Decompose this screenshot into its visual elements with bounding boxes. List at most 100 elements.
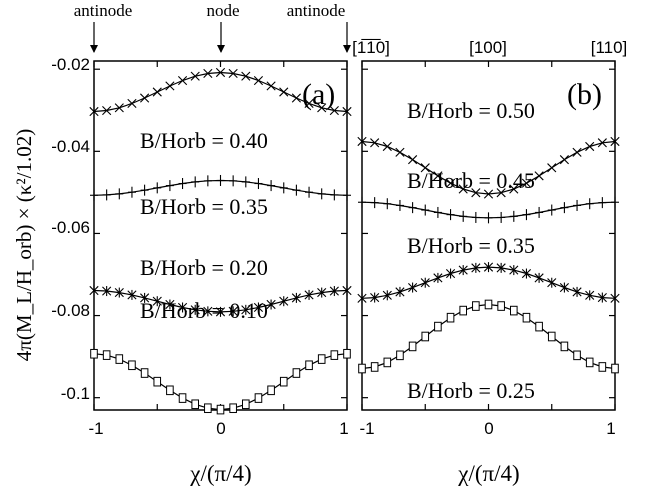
panel-a-frame <box>93 60 348 411</box>
data-point-b-0-6 <box>433 171 443 181</box>
data-point-a-0-12 <box>241 71 251 81</box>
data-point-b-1-4 <box>408 202 417 214</box>
data-point-a-2-13 <box>253 302 264 313</box>
data-point-b-2-8 <box>458 265 468 276</box>
data-point-a-0-3 <box>127 98 137 109</box>
data-point-b-3-5 <box>421 331 430 342</box>
data-point-b-1-5 <box>421 204 430 216</box>
data-point-b-1-19 <box>598 197 607 209</box>
data-point-b-2-11 <box>496 262 506 273</box>
series-label-b-1: B/Horb = 0.45 <box>407 168 535 193</box>
data-point-a-0-2 <box>114 103 124 113</box>
data-point-b-2-3 <box>395 286 405 297</box>
data-point-b-3-11 <box>497 301 505 311</box>
data-point-b-1-0 <box>358 196 366 208</box>
data-point-b-3-19 <box>598 362 607 372</box>
data-point-a-0-0 <box>89 106 99 117</box>
data-point-a-1-1 <box>102 189 111 201</box>
data-point-b-0-17 <box>572 147 582 157</box>
data-point-b-3-8 <box>459 305 467 316</box>
data-point-b-0-15 <box>547 163 557 173</box>
direction-label-center: [100] <box>469 38 507 57</box>
data-point-b-2-15 <box>547 277 557 288</box>
data-point-a-3-10 <box>216 404 225 415</box>
data-point-b-0-9 <box>471 188 481 198</box>
data-point-a-1-11 <box>229 175 238 187</box>
data-point-a-3-3 <box>128 360 136 371</box>
data-point-a-3-19 <box>330 350 339 360</box>
data-point-b-2-1 <box>370 292 380 303</box>
data-point-b-0-13 <box>521 178 532 188</box>
data-point-b-1-6 <box>433 206 442 218</box>
data-point-b-3-7 <box>446 312 455 323</box>
data-point-a-1-15 <box>279 182 288 194</box>
series-label-a-0: B/Horb = 0.40 <box>140 128 268 153</box>
data-point-a-1-20 <box>343 189 351 201</box>
x-tick-label-b-0: -1 <box>359 419 374 438</box>
data-point-a-1-14 <box>267 180 276 192</box>
data-point-a-2-5 <box>152 296 162 307</box>
data-point-b-3-17 <box>573 350 581 361</box>
data-point-b-2-20 <box>610 293 620 304</box>
data-point-b-2-9 <box>471 262 481 273</box>
data-point-b-3-12 <box>510 305 518 316</box>
data-point-b-1-1 <box>370 197 379 209</box>
data-point-b-3-18 <box>585 357 594 368</box>
data-point-b-1-12 <box>509 210 518 222</box>
y-tick-label-3: -0.08 <box>51 301 90 320</box>
data-point-a-2-16 <box>291 292 301 303</box>
data-point-a-1-0 <box>90 189 98 201</box>
data-point-a-3-11 <box>229 403 237 414</box>
data-point-a-0-5 <box>152 87 162 97</box>
node-label: node <box>206 1 239 20</box>
data-point-a-0-14 <box>266 81 276 91</box>
x-axis-title-b: χ/(π/4) <box>457 461 519 486</box>
data-point-b-2-2 <box>382 290 392 301</box>
data-point-a-0-11 <box>228 68 238 79</box>
data-point-b-1-13 <box>522 209 531 221</box>
series-label-b-2: B/Horb = 0.35 <box>407 233 535 258</box>
data-point-a-3-9 <box>204 403 212 414</box>
data-point-a-1-10 <box>216 174 225 186</box>
antinode-left-label: antinode <box>74 1 133 20</box>
data-point-b-1-11 <box>497 211 506 223</box>
data-point-a-2-6 <box>165 299 175 310</box>
data-point-b-1-15 <box>547 204 556 216</box>
data-point-b-3-13 <box>522 312 531 323</box>
data-point-a-3-13 <box>254 393 263 403</box>
data-point-a-2-10 <box>215 306 226 317</box>
data-point-a-3-18 <box>317 354 326 364</box>
data-point-a-3-16 <box>292 368 301 378</box>
y-tick-label-2: -0.06 <box>51 218 90 237</box>
series-label-b-3: B/Horb = 0.25 <box>407 378 535 403</box>
data-point-a-3-0 <box>90 348 98 359</box>
data-point-b-2-13 <box>521 268 532 279</box>
series-label-a-2: B/Horb = 0.20 <box>140 255 268 280</box>
data-point-a-2-11 <box>228 306 238 317</box>
data-point-a-0-13 <box>253 75 264 86</box>
x-tick-label-a-2: 1 <box>339 419 348 438</box>
data-point-b-1-16 <box>560 202 569 214</box>
data-point-b-1-7 <box>446 209 455 221</box>
data-point-a-3-14 <box>267 385 275 396</box>
x-tick-label-b-1: 0 <box>484 419 493 438</box>
data-point-b-3-0 <box>358 363 366 374</box>
data-point-b-0-8 <box>458 184 468 194</box>
data-point-a-1-18 <box>317 188 326 200</box>
data-point-b-3-16 <box>560 341 569 352</box>
data-point-a-2-2 <box>114 287 124 298</box>
data-point-a-0-7 <box>177 75 188 86</box>
data-point-a-2-3 <box>127 289 137 300</box>
panel-a-label: (a) <box>302 78 335 111</box>
data-point-a-0-16 <box>291 93 301 103</box>
data-point-a-3-1 <box>102 350 111 360</box>
panel-a-markers <box>89 67 352 415</box>
data-point-a-0-17 <box>304 98 314 109</box>
data-point-b-3-15 <box>547 331 556 342</box>
data-point-a-1-13 <box>254 178 263 190</box>
data-point-b-2-17 <box>572 286 582 297</box>
data-point-b-2-19 <box>597 292 607 303</box>
data-point-b-0-12 <box>509 184 519 194</box>
data-point-a-2-20 <box>342 285 352 296</box>
series-label-a-1: B/Horb = 0.35 <box>140 194 268 219</box>
